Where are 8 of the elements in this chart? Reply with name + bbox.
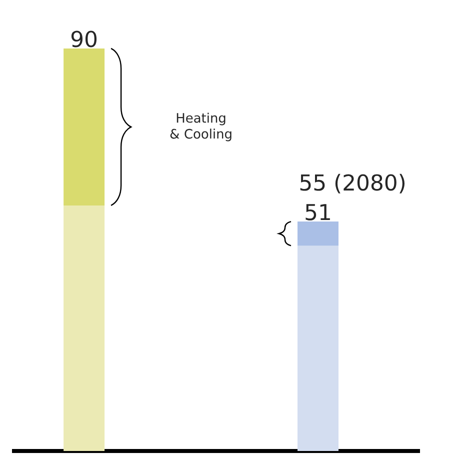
annotation: 55 (2080) bbox=[300, 174, 405, 194]
text: 90 bbox=[71, 30, 97, 48]
bar bbox=[298, 222, 338, 246]
bar bbox=[64, 48, 105, 206]
bar bbox=[298, 246, 338, 451]
bar bbox=[64, 205, 105, 451]
text: Heating & Cooling bbox=[170, 112, 232, 142]
annotation: 51 bbox=[306, 204, 330, 220]
